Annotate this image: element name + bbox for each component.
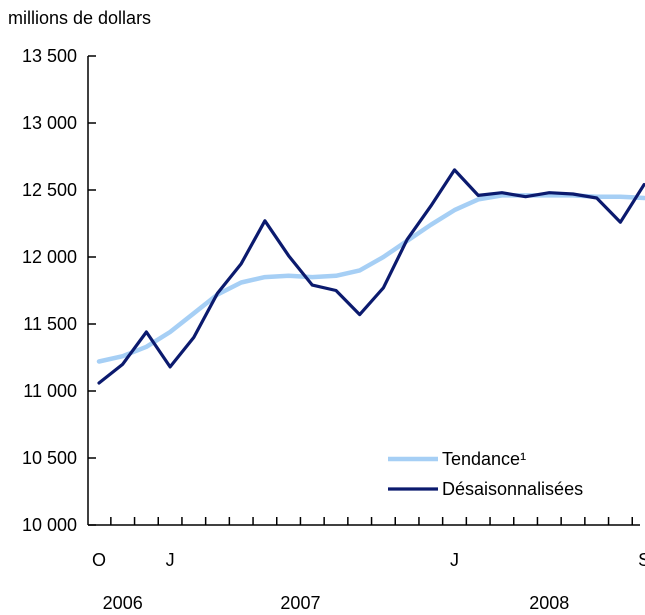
x-tick-label: J [450,550,459,570]
y-tick-label: 11 500 [23,314,77,334]
y-tick-label: 13 000 [22,113,77,133]
legend-label: Désaisonnalisées [442,479,583,499]
x-tick-label: S [638,550,645,570]
legend: Tendance¹ Désaisonnalisées [388,449,583,499]
y-tick-label: 13 500 [22,46,77,66]
year-label: 2008 [529,593,569,613]
series-layer [96,168,645,385]
series-line-2 [97,168,645,385]
x-axis: O J J S 2006 2007 2008 [88,517,645,613]
year-label: 2007 [280,593,320,613]
x-tick-label: J [166,550,175,570]
year-label: 2006 [103,593,143,613]
y-tick-label: 10 500 [22,448,77,468]
x-tick-label: O [92,550,106,570]
y-tick-label: 11 000 [23,381,77,401]
series-line-1 [96,193,645,364]
y-units-label: millions de dollars [8,8,151,28]
y-tick-label: 12 500 [22,180,77,200]
y-axis: 10 000 10 500 11 000 11 500 12 000 12 500 13 0… [22,46,96,535]
legend-label: Tendance¹ [442,449,526,469]
y-tick-label: 12 000 [22,247,77,267]
y-tick-label: 10 000 [22,515,77,535]
